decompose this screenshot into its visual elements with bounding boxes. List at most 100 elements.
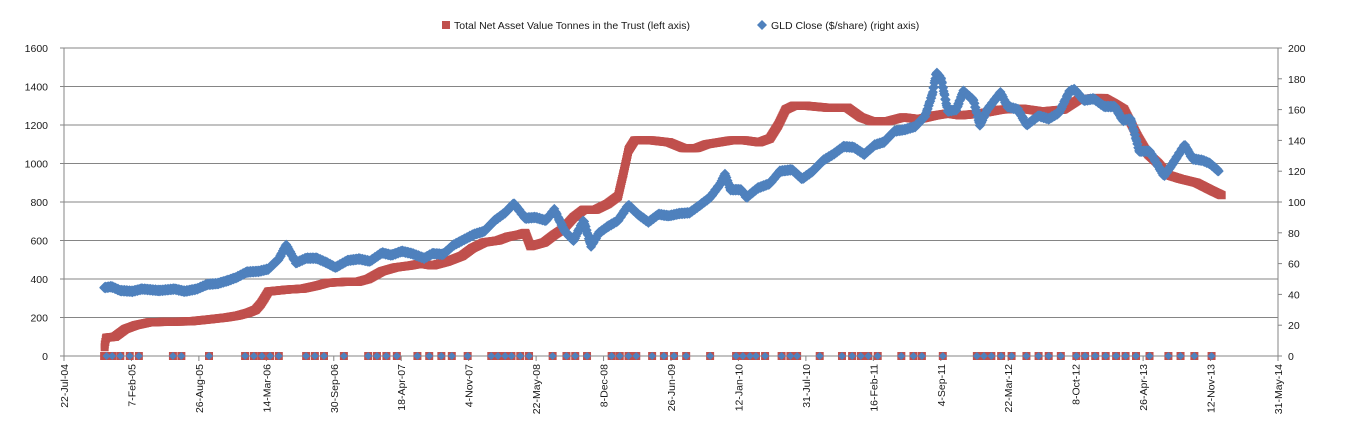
- zero-marker-gld-close: [562, 352, 571, 360]
- data-point-gld-close: [1213, 166, 1224, 177]
- zero-marker-gld-close: [1081, 352, 1090, 360]
- zero-marker-gld-close: [670, 352, 679, 360]
- zero-marker-gld-close: [848, 352, 857, 360]
- right-axis-tick-label: 200: [1288, 43, 1306, 55]
- zero-marker-gld-close: [463, 352, 472, 360]
- zero-marker-gld-close: [302, 352, 311, 360]
- zero-marker-gld-close: [732, 352, 741, 360]
- right-axis-tick-label: 20: [1288, 320, 1300, 332]
- zero-marker-gld-close: [102, 352, 111, 360]
- x-axis-tick-label: 22-Mar-12: [1003, 364, 1015, 413]
- series-nav-tonnes: [100, 93, 1226, 360]
- zero-marker-gld-close: [339, 352, 348, 360]
- zero-marker-gld-close: [1034, 352, 1043, 360]
- x-axis-tick-label: 30-Sep-06: [329, 364, 341, 413]
- zero-marker-gld-close: [624, 352, 633, 360]
- left-axis-tick-label: 1000: [25, 159, 49, 171]
- zero-marker-gld-close: [494, 352, 503, 360]
- right-axis-tick-label: 80: [1288, 228, 1300, 240]
- left-axis-tick-label: 400: [30, 274, 48, 286]
- left-axis-tick-label: 1600: [25, 43, 49, 55]
- zero-marker-gld-close: [1176, 352, 1185, 360]
- right-axis-tick-label: 180: [1288, 74, 1306, 86]
- x-axis-tick-label: 26-Apr-13: [1138, 364, 1150, 411]
- zero-marker-gld-close: [266, 352, 275, 360]
- zero-marker-gld-close: [1190, 352, 1199, 360]
- left-axis-tick-label: 200: [30, 313, 48, 325]
- zero-marker-gld-close: [108, 352, 117, 360]
- zero-marker-gld-close: [1207, 352, 1216, 360]
- zero-marker-gld-close: [125, 352, 134, 360]
- zero-marker-gld-close: [997, 352, 1006, 360]
- x-axis-tick-label: 12-Nov-13: [1206, 364, 1218, 413]
- zero-marker-gld-close: [1164, 352, 1173, 360]
- right-axis-tick-label: 0: [1288, 351, 1294, 363]
- zero-marker-gld-close: [364, 352, 373, 360]
- zero-marker-gld-close: [571, 352, 580, 360]
- zero-marker-gld-close: [1056, 352, 1065, 360]
- x-axis-tick-label: 8-Oct-12: [1071, 364, 1083, 405]
- zero-marker-gld-close: [487, 352, 496, 360]
- zero-marker-gld-close: [909, 352, 918, 360]
- zero-marker-gld-close: [751, 352, 760, 360]
- zero-marker-gld-close: [1121, 352, 1130, 360]
- x-axis-tick-label: 4-Sep-11: [936, 364, 948, 407]
- x-axis-tick-label: 31-May-14: [1273, 364, 1285, 414]
- x-axis-tick-label: 12-Jan-10: [733, 364, 745, 411]
- x-axis-tick-label: 16-Feb-11: [868, 364, 880, 412]
- zero-marker-gld-close: [987, 352, 996, 360]
- zero-marker-gld-close: [738, 352, 747, 360]
- gridlines: [64, 47, 1278, 318]
- zero-marker-gld-close: [745, 352, 754, 360]
- zero-marker-gld-close: [897, 352, 906, 360]
- zero-marker-gld-close: [1044, 352, 1053, 360]
- left-axis-tick-label: 0: [42, 351, 48, 363]
- x-axis-tick-label: 31-Jul-10: [801, 364, 813, 408]
- zero-marker-gld-close: [607, 352, 616, 360]
- right-axis-tick-label: 160: [1288, 105, 1306, 117]
- zero-marker-gld-close: [761, 352, 770, 360]
- zero-marker-gld-close: [205, 352, 214, 360]
- zero-marker-gld-close: [134, 352, 143, 360]
- zero-marker-gld-close: [1007, 352, 1016, 360]
- zero-marker-gld-close: [856, 352, 865, 360]
- x-axis-tick-label: 4-Nov-07: [464, 364, 476, 407]
- zero-marker-gld-close: [777, 352, 786, 360]
- x-axis-tick-label: 14-Mar-06: [261, 364, 273, 413]
- zero-marker-gld-close: [873, 352, 882, 360]
- zero-marker-gld-close: [447, 352, 456, 360]
- zero-marker-gld-close: [274, 352, 283, 360]
- zero-marker-gld-close: [516, 352, 525, 360]
- left-axis-tick-label: 600: [30, 236, 48, 248]
- zero-marker-gld-close: [241, 352, 250, 360]
- left-axis-tick-label: 1200: [25, 120, 49, 132]
- zero-marker-gld-close: [1132, 352, 1141, 360]
- zero-marker-gld-close: [917, 352, 926, 360]
- zero-marker-gld-close: [437, 352, 446, 360]
- zero-marker-gld-close: [583, 352, 592, 360]
- zero-marker-gld-close: [168, 352, 177, 360]
- legend-marker-nav-tonnes: [442, 21, 450, 29]
- zero-marker-gld-close: [837, 352, 846, 360]
- x-axis-tick-label: 22-May-08: [531, 364, 543, 414]
- legend: Total Net Asset Value Tonnes in the Trus…: [442, 20, 919, 32]
- legend-label-nav-tonnes: Total Net Asset Value Tonnes in the Trus…: [454, 20, 690, 32]
- x-axis-tick-label: 22-Jul-04: [59, 364, 71, 408]
- zero-marker-gld-close: [249, 352, 258, 360]
- zero-marker-gld-close: [319, 352, 328, 360]
- x-axis-tick-label: 7-Feb-05: [126, 364, 138, 407]
- zero-marker-gld-close: [257, 352, 266, 360]
- right-axis-tick-label: 60: [1288, 259, 1300, 271]
- right-axis-tick-label: 140: [1288, 135, 1306, 147]
- zero-marker-gld-close: [972, 352, 981, 360]
- zero-marker-gld-close: [525, 352, 534, 360]
- x-axis-tick-label: 26-Aug-05: [194, 364, 206, 413]
- zero-marker-gld-close: [1101, 352, 1110, 360]
- zero-marker-gld-close: [548, 352, 557, 360]
- zero-marker-gld-close: [632, 352, 641, 360]
- x-axis-tick-label: 18-Apr-07: [396, 364, 408, 411]
- zero-marker-gld-close: [372, 352, 381, 360]
